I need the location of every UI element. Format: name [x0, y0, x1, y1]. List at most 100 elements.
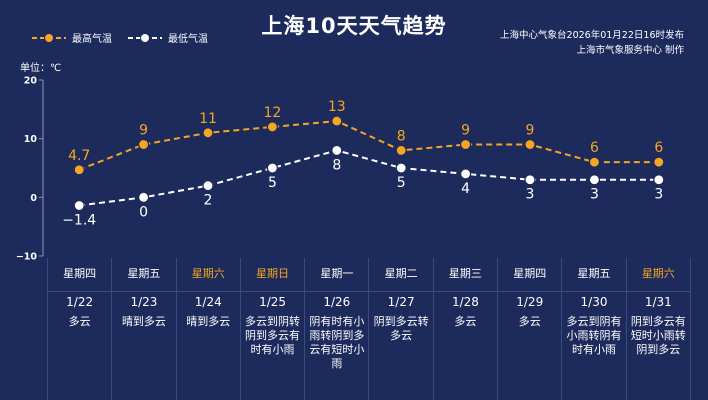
day-column: 星期六 1/24 晴到多云	[175, 258, 240, 400]
low-temp-point	[524, 174, 536, 186]
y-tick-label: 20	[24, 76, 38, 87]
row-divider	[562, 291, 626, 292]
high-temp-point	[138, 138, 150, 151]
high-temp-label: 12	[263, 105, 281, 121]
weather-description: 多云	[68, 315, 91, 328]
legend-item-high: 最高气温	[32, 30, 112, 45]
day-column: 星期四 1/22 多云	[47, 258, 112, 400]
low-temp-label: 0	[139, 204, 148, 220]
high-temp-label: 6	[654, 140, 663, 156]
legend-item-low: 最低气温	[128, 30, 208, 45]
low-temp-point	[460, 168, 472, 180]
weather-description: 阴有时有小雨转阴到多云有短时小雨	[309, 315, 365, 370]
high-temp-point	[202, 127, 214, 139]
low-temp-label: 4	[461, 181, 470, 197]
date-label: 1/25	[259, 295, 287, 309]
row-divider	[498, 291, 562, 292]
low-temp-label: 3	[654, 187, 663, 203]
weather-description: 多云	[454, 315, 477, 328]
legend-low-label: 最低气温	[168, 34, 208, 45]
row-divider	[240, 291, 305, 292]
publisher-line-2: 上海市气象服务中心 制作	[576, 45, 684, 56]
day-column: 星期三 1/28 多云	[432, 258, 498, 400]
low-temp-point	[395, 162, 407, 174]
low-temp-line	[79, 149, 659, 207]
y-tick-label: 10	[24, 134, 38, 145]
day-column: 星期日 1/25 多云到阴转阴到多云有时有小雨	[239, 258, 305, 400]
day-column: 星期五 1/30 多云到阴有小雨转阴有时有小雨	[561, 258, 626, 400]
low-temp-point	[653, 174, 665, 186]
day-column: 星期六 1/31 阴到多云有短时小雨转阴到多云	[625, 258, 691, 400]
date-label: 1/28	[451, 295, 479, 309]
low-temp-point	[331, 144, 343, 156]
weekday-label: 星期三	[448, 267, 482, 280]
row-divider	[626, 291, 690, 292]
low-temp-label: 8	[332, 157, 341, 173]
date-label: 1/26	[323, 295, 351, 309]
weather-description: 多云到阴转阴到多云有时有小雨	[245, 315, 301, 356]
legend-low-swatch	[128, 32, 162, 43]
low-temp-point	[202, 180, 214, 192]
row-divider	[176, 291, 240, 292]
low-temp-label: 5	[397, 175, 406, 191]
row-divider	[48, 291, 112, 292]
day-column: 星期一 1/26 阴有时有小雨转阴到多云有短时小雨	[304, 258, 369, 400]
low-temp-label: 3	[590, 187, 599, 203]
row-divider	[305, 291, 369, 292]
day-column: 星期四 1/29 多云	[497, 258, 562, 400]
weekday-label: 星期五	[577, 267, 611, 280]
date-label: 1/29	[516, 295, 544, 309]
date-label: 1/23	[130, 295, 158, 309]
publisher-info: 上海中心气象台2026年01月22日16时发布 上海市气象服务中心 制作	[500, 28, 684, 58]
row-divider	[369, 291, 433, 292]
legend-high-label: 最高气温	[72, 34, 112, 45]
weekday-label: 星期日	[256, 267, 290, 280]
date-label: 1/22	[66, 295, 94, 309]
high-temp-label: 9	[461, 123, 470, 139]
low-temp-label: −1.4	[62, 213, 96, 229]
high-temp-point	[653, 156, 665, 168]
weekday-label: 星期四	[513, 267, 547, 280]
high-temp-label: 13	[328, 99, 346, 115]
low-temp-point	[588, 174, 601, 186]
high-temp-point	[524, 138, 536, 151]
date-label: 1/24	[194, 295, 222, 309]
low-temp-point	[138, 191, 150, 203]
weather-description: 阴到多云转多云	[373, 315, 429, 342]
legend-high-swatch	[32, 32, 66, 43]
row-divider	[112, 291, 176, 292]
date-label: 1/30	[580, 295, 608, 309]
high-temp-label: 6	[590, 140, 599, 156]
weather-description: 多云到阴有小雨转阴有时有小雨	[566, 315, 622, 356]
high-temp-label: 11	[199, 111, 217, 127]
day-column: 星期二 1/27 阴到多云转多云	[368, 258, 433, 400]
low-temp-label: 2	[204, 193, 213, 209]
chart-title: 上海10天天气趋势	[261, 14, 447, 38]
y-tick-label: 0	[30, 193, 37, 204]
high-temp-label: 4.7	[68, 148, 90, 164]
high-temp-label: 9	[139, 123, 148, 139]
weekday-label: 星期一	[320, 267, 354, 280]
weather-description: 晴到多云	[121, 315, 166, 328]
high-temp-label: 9	[526, 123, 535, 139]
high-temp-point	[331, 115, 343, 127]
weather-description: 阴到多云有短时小雨转阴到多云	[630, 315, 686, 356]
weekday-label: 星期六	[641, 267, 675, 280]
weather-description: 晴到多云	[186, 315, 231, 328]
weekday-label: 星期六	[191, 267, 225, 280]
y-tick-label: −10	[16, 252, 38, 263]
day-column: 星期五 1/23 晴到多云	[111, 258, 176, 400]
publisher-line-1: 上海中心气象台2026年01月22日16时发布	[500, 30, 684, 41]
row-divider	[433, 291, 498, 292]
weekday-label: 星期四	[63, 267, 97, 280]
weather-description: 多云	[518, 315, 541, 328]
forecast-table: 星期四 1/22 多云 星期五 1/23 晴到多云 星期六 1/24 晴到多云 星期日 1/25 多云…	[47, 258, 691, 400]
high-temp-point	[266, 121, 278, 133]
weekday-label: 星期二	[384, 267, 418, 280]
high-temp-point	[395, 144, 407, 156]
date-label: 1/31	[644, 295, 672, 309]
low-temp-point	[266, 162, 278, 174]
low-temp-label: 3	[526, 187, 535, 203]
low-temp-label: 5	[268, 175, 277, 191]
